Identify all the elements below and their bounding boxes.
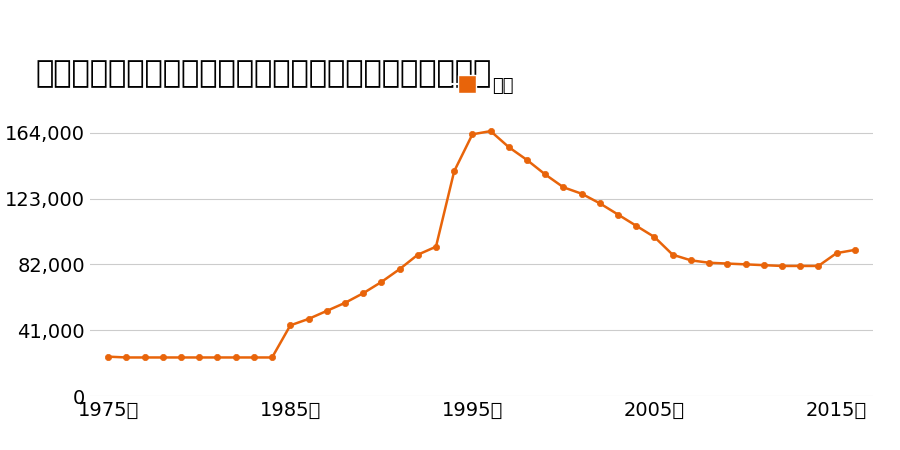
Legend: 価格: 価格 (442, 69, 521, 102)
Text: 静岡県富士市宮島字新田７０７番１ほか３筆の地価推移: 静岡県富士市宮島字新田７０７番１ほか３筆の地価推移 (35, 59, 491, 88)
